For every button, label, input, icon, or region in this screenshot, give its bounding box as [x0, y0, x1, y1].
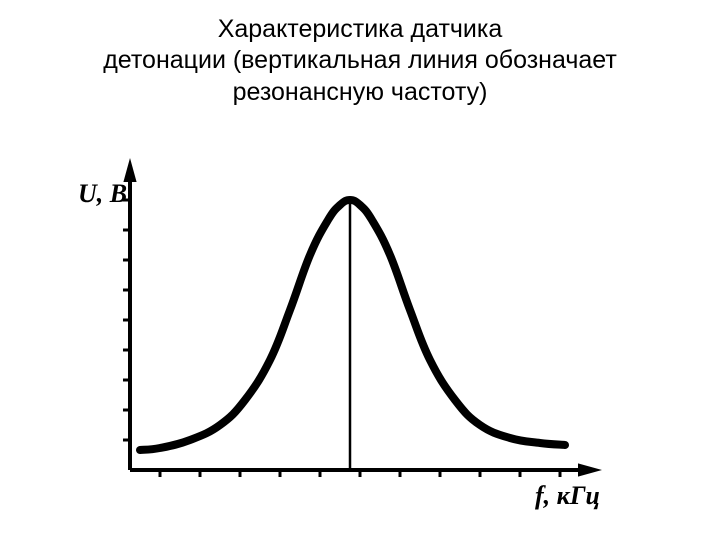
chart-svg: U, В f, кГц [70, 140, 630, 520]
title-line-2: детонации (вертикальная линия обозначает [0, 45, 720, 76]
title-line-1: Характеристика датчика [0, 14, 720, 45]
y-axis-label: U, В [78, 179, 127, 208]
title-line-3: резонансную частоту) [0, 77, 720, 108]
x-axis-label: f, кГц [535, 481, 600, 510]
resonance-chart: U, В f, кГц [70, 140, 630, 520]
x-axis-arrow-icon [578, 463, 602, 476]
chart-title: Характеристика датчика детонации (вертик… [0, 14, 720, 108]
resonance-curve [140, 200, 565, 450]
